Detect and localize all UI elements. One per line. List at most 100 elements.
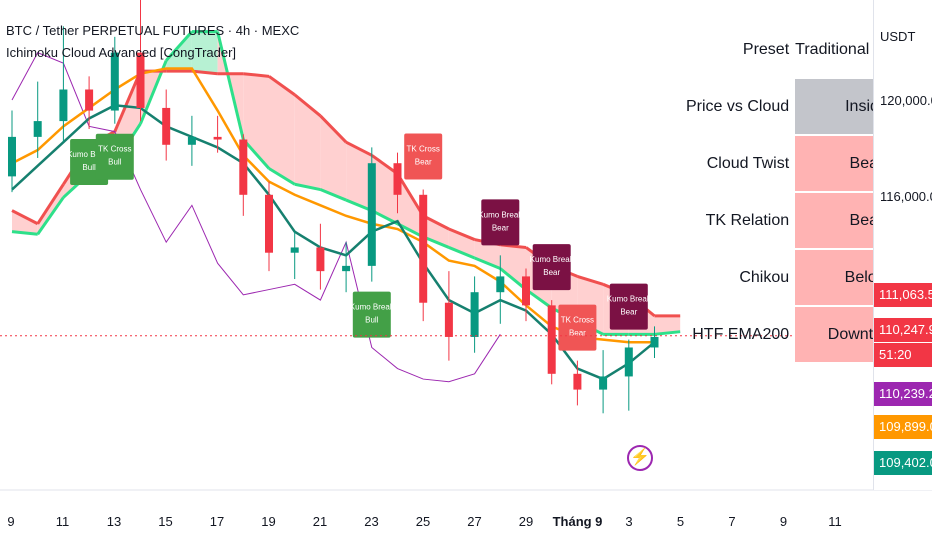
candle-body — [239, 139, 248, 195]
signal-label-box — [481, 199, 520, 246]
status-key: Preset — [742, 41, 790, 58]
price-tag: 110,239.2 — [874, 382, 932, 406]
span-b-segment — [319, 114, 348, 144]
span-b-segment — [576, 274, 604, 286]
signal-label-text: Kumo Break — [530, 255, 575, 264]
status-key: Cloud Twist — [706, 154, 790, 172]
candle-body — [496, 276, 505, 293]
kijun-line — [11, 67, 655, 344]
tenkan-line — [11, 104, 656, 381]
price-tag: 110,247.9 — [874, 318, 932, 342]
candle-body — [110, 52, 119, 111]
candle-body — [470, 292, 479, 337]
time-tick-label: 15 — [158, 514, 172, 529]
cloud-segment — [654, 315, 681, 335]
span-b-segment — [396, 172, 425, 217]
time-tick-label: Tháng 9 — [553, 514, 603, 529]
candle-body — [599, 376, 608, 390]
signal-label-text: Kumo Break — [478, 210, 523, 219]
span-b-segment — [243, 72, 270, 78]
candle-body — [290, 247, 299, 253]
signal-label-box — [609, 283, 648, 330]
cloud-segment — [12, 210, 38, 235]
candle-body — [522, 276, 530, 306]
span-a-segment — [268, 167, 296, 186]
cloud-segment — [423, 215, 449, 248]
span-a-segment — [216, 31, 245, 140]
candle-body — [85, 89, 94, 111]
signal-label-text: Bear — [620, 308, 637, 317]
time-tick-label: 25 — [416, 514, 430, 529]
status-key: Chikou — [739, 268, 790, 286]
status-key: Price vs Cloud — [686, 97, 790, 115]
span-a-segment — [525, 288, 553, 310]
candle-body — [342, 265, 351, 272]
signal-label-text: TK Cross — [98, 145, 131, 154]
price-level-120000: 120,000.0 — [880, 93, 932, 108]
time-tick-label: 21 — [313, 514, 327, 529]
candle-body — [213, 136, 222, 140]
lightning-icon[interactable]: ⚡ — [627, 445, 653, 471]
signal-label-box — [95, 133, 134, 180]
time-tick-label: 5 — [677, 514, 684, 529]
price-tag: 109,899.0 — [874, 415, 932, 439]
signal-label-box — [532, 244, 571, 291]
span-b-segment — [345, 140, 373, 157]
candle-body — [547, 305, 556, 374]
span-b-segment — [422, 214, 450, 231]
signal-label-text: Bear — [415, 158, 432, 167]
span-a-segment — [242, 138, 271, 170]
candle-body — [444, 302, 453, 337]
signal-label-text: Bull — [82, 163, 96, 172]
span-a-segment — [448, 246, 476, 260]
signal-label-box — [404, 133, 443, 180]
time-tick-label: 9 — [7, 514, 14, 529]
span-a-segment — [345, 198, 373, 212]
price-level-116000: 116,000.0 — [880, 189, 932, 204]
span-b-segment — [448, 227, 476, 241]
price-axis[interactable] — [873, 0, 932, 490]
price-tag: 109,402.0 — [874, 451, 932, 475]
span-a-segment — [474, 256, 501, 270]
price-tag: 111,063.5 — [874, 283, 932, 307]
candlesticks — [8, 0, 659, 414]
cloud-segment — [474, 239, 501, 269]
symbol-title[interactable]: BTC / Tether PERPETUAL FUTURES · 4h · ME… — [6, 23, 300, 38]
span-a-segment — [319, 188, 347, 202]
time-tick-label: 27 — [467, 514, 481, 529]
span-a-segment — [654, 330, 681, 336]
signal-label-text: Kumo Break — [67, 150, 112, 159]
signal-label-text: Bull — [365, 316, 379, 325]
signal-label-box — [352, 291, 391, 338]
cloud-segment — [294, 94, 321, 190]
time-tick-label: 9 — [780, 514, 787, 529]
time-axis: 9 11 13 15 17 19 21 23 25 27 29 Tháng 9 3 5 7 9 11 — [7, 514, 841, 529]
candle-body — [650, 336, 659, 348]
signal-label-text: TK Cross — [407, 145, 440, 154]
span-a-segment — [499, 267, 527, 291]
signal-label-text: TK Cross — [561, 316, 594, 325]
span-b-segment — [370, 154, 399, 175]
span-b-segment — [36, 183, 65, 225]
currency-label[interactable]: USDT — [880, 29, 916, 44]
candle-body — [265, 194, 273, 253]
signal-label-text: Kumo Break — [607, 295, 652, 304]
indicator-title[interactable]: Ichimoku Cloud Advanced [CongTrader] — [6, 45, 237, 60]
cloud-segment — [500, 244, 526, 290]
span-a-segment — [165, 30, 194, 62]
time-tick-label: 17 — [210, 514, 224, 529]
signal-label-box — [558, 304, 597, 351]
time-tick-label: 19 — [261, 514, 275, 529]
time-tick-label: 29 — [519, 514, 533, 529]
candle-body — [33, 121, 42, 137]
signal-label-text: Bull — [108, 158, 122, 167]
span-b-segment — [113, 70, 142, 133]
candle-body — [59, 89, 68, 122]
cloud-segment — [346, 142, 372, 211]
time-tick-label: 11 — [828, 514, 842, 529]
span-b-segment — [268, 75, 296, 96]
signal-label-text: Kumo Break — [350, 303, 395, 312]
cloud-segment — [371, 155, 398, 224]
